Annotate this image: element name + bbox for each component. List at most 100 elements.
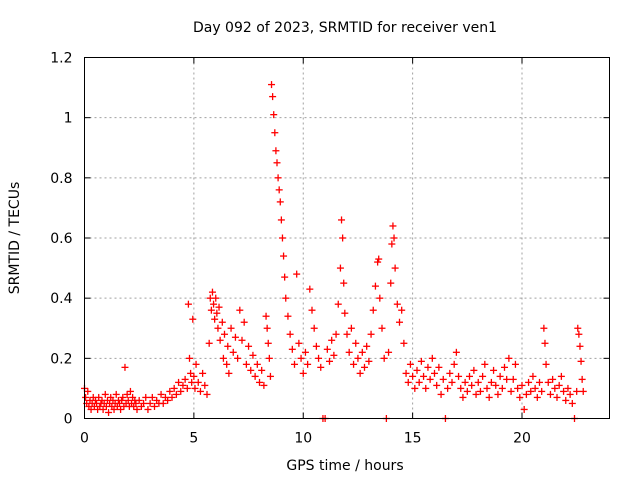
data-point	[133, 405, 141, 413]
data-point	[293, 270, 301, 278]
data-point	[291, 360, 298, 368]
chart-title: Day 092 of 2023, SRMTID for receiver ven…	[193, 20, 497, 36]
data-point	[281, 273, 289, 281]
y-axis-label: SRMTID / TECUs	[7, 182, 23, 295]
data-point	[229, 348, 237, 356]
data-point	[264, 339, 272, 347]
data-point	[225, 369, 233, 377]
data-point	[258, 366, 266, 374]
data-point	[262, 312, 270, 320]
data-point	[516, 393, 524, 401]
data-point	[501, 363, 508, 371]
data-point	[142, 393, 150, 401]
data-point	[240, 318, 248, 326]
data-point	[284, 312, 292, 320]
data-point	[332, 330, 340, 338]
data-point	[509, 375, 517, 383]
data-point	[472, 390, 480, 398]
data-points	[81, 81, 587, 422]
data-point	[260, 381, 268, 389]
data-point	[278, 234, 286, 242]
data-point	[461, 378, 469, 386]
data-point	[575, 330, 583, 338]
data-point	[95, 393, 103, 401]
grid	[84, 57, 610, 419]
data-point	[542, 360, 550, 368]
data-point	[452, 348, 460, 356]
data-point	[574, 324, 582, 332]
data-point	[485, 393, 493, 401]
data-point	[378, 324, 386, 332]
data-point	[529, 372, 537, 380]
data-point	[135, 396, 143, 404]
data-point	[231, 333, 239, 341]
data-point	[555, 381, 563, 389]
data-point	[496, 372, 504, 380]
data-point	[315, 354, 323, 362]
data-point	[105, 408, 113, 416]
axis-ticks: 0 0.2 0.4 0.6 0.8 1 1.2 0 5 10 15 20	[50, 51, 610, 447]
data-point	[538, 387, 546, 395]
data-point	[466, 372, 473, 380]
data-point	[164, 396, 172, 404]
data-point	[166, 387, 174, 395]
data-point	[213, 309, 221, 317]
data-point	[356, 369, 364, 377]
data-point	[186, 354, 193, 362]
data-point	[184, 300, 192, 308]
data-point	[177, 387, 185, 395]
data-point	[396, 318, 403, 326]
data-point	[341, 309, 349, 317]
data-point	[306, 285, 314, 293]
data-point	[387, 279, 395, 287]
data-point	[236, 306, 244, 314]
data-point	[483, 384, 491, 392]
data-point	[203, 390, 211, 398]
data-point	[566, 390, 574, 398]
data-point	[270, 111, 278, 119]
data-point	[266, 372, 274, 380]
data-point	[433, 381, 441, 389]
data-point	[275, 186, 283, 194]
data-point	[481, 360, 489, 368]
data-point	[518, 381, 526, 389]
data-point	[117, 405, 125, 413]
data-point	[214, 324, 222, 332]
data-point	[140, 399, 148, 407]
data-point	[144, 405, 152, 413]
data-point	[345, 348, 353, 356]
x-axis-label: GPS time / hours	[286, 458, 403, 474]
data-point	[91, 396, 99, 404]
data-point	[308, 306, 316, 314]
data-point	[146, 399, 154, 407]
data-point	[172, 390, 180, 398]
data-point	[409, 372, 417, 380]
data-point	[249, 351, 257, 359]
data-point	[175, 378, 183, 386]
data-point	[312, 342, 320, 350]
data-point	[439, 375, 447, 383]
data-point	[317, 363, 325, 371]
data-point	[118, 396, 126, 404]
data-point	[358, 348, 366, 356]
y-tick-label: 1.2	[50, 51, 72, 67]
data-point	[522, 390, 530, 398]
data-point	[400, 339, 408, 347]
data-point	[417, 357, 425, 365]
data-point	[494, 390, 502, 398]
data-point	[159, 399, 167, 407]
data-point	[390, 234, 398, 242]
data-point	[310, 324, 318, 332]
data-point	[336, 264, 344, 272]
data-point	[426, 375, 434, 383]
data-point	[282, 294, 290, 302]
data-point	[402, 369, 410, 377]
data-point	[96, 402, 104, 410]
data-point	[525, 378, 533, 386]
data-point	[354, 354, 362, 362]
data-point	[511, 360, 519, 368]
data-point	[251, 372, 259, 380]
data-point	[450, 360, 458, 368]
data-point	[487, 378, 495, 386]
data-point	[121, 363, 129, 371]
